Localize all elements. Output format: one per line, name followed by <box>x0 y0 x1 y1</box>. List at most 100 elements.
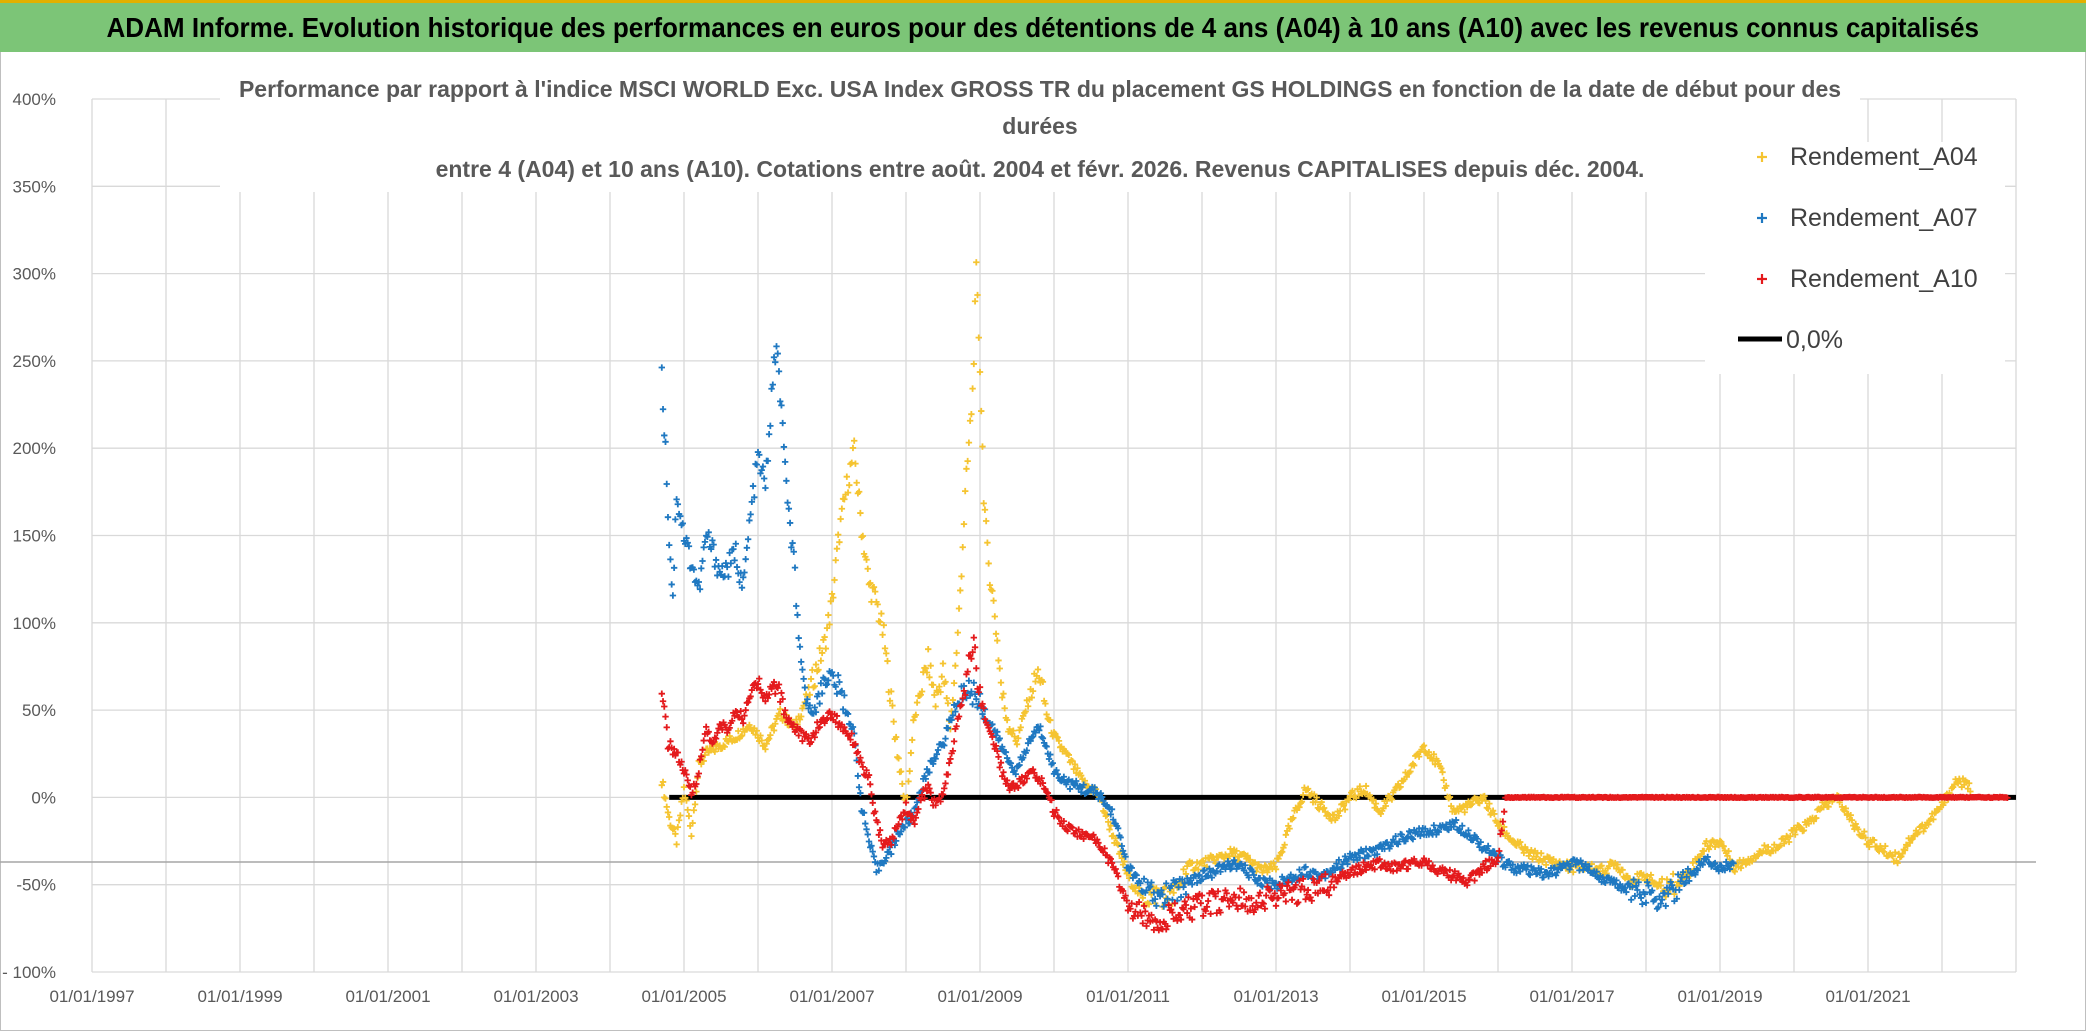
data-point <box>911 820 918 828</box>
data-point <box>700 737 707 744</box>
data-point <box>1307 894 1314 901</box>
data-point <box>980 500 987 507</box>
data-point <box>1282 831 1290 839</box>
data-point <box>1349 864 1356 871</box>
data-point <box>1637 894 1645 902</box>
data-point <box>1229 899 1237 906</box>
data-point <box>747 511 754 518</box>
data-point <box>1296 877 1303 884</box>
data-point <box>1298 798 1306 805</box>
data-point <box>1148 911 1155 919</box>
data-point <box>826 621 833 628</box>
data-point <box>1034 666 1042 673</box>
data-point <box>727 560 735 567</box>
data-point <box>818 649 826 657</box>
data-point <box>1283 882 1291 890</box>
data-point <box>874 819 881 826</box>
data-point <box>742 555 749 563</box>
data-point <box>1397 783 1404 791</box>
data-point <box>1081 777 1089 784</box>
data-point <box>757 732 764 739</box>
data-point <box>1137 879 1144 887</box>
data-point <box>690 566 698 573</box>
data-point <box>736 578 743 586</box>
data-point <box>899 816 906 823</box>
data-point <box>1517 838 1524 846</box>
data-point <box>805 734 812 742</box>
data-point <box>1208 874 1216 881</box>
data-point <box>844 710 852 718</box>
data-point <box>1065 751 1072 759</box>
data-point <box>1478 869 1486 876</box>
data-point <box>1275 894 1282 902</box>
data-point <box>1023 775 1031 782</box>
data-point <box>848 730 855 737</box>
data-point <box>816 645 823 652</box>
data-point <box>700 544 707 551</box>
data-point <box>1452 816 1460 824</box>
data-point <box>1261 905 1269 912</box>
data-point <box>1381 859 1388 866</box>
data-point <box>1012 770 1019 778</box>
data-point <box>673 841 680 848</box>
data-point <box>762 484 769 492</box>
data-point <box>1435 828 1442 836</box>
data-point <box>1446 793 1454 801</box>
data-point <box>830 594 837 601</box>
data-point <box>821 633 828 641</box>
data-point <box>1304 873 1312 881</box>
data-point <box>950 738 958 745</box>
data-point <box>1042 700 1049 707</box>
data-point <box>784 499 791 506</box>
data-point <box>780 711 788 718</box>
data-point <box>1477 838 1484 846</box>
legend-label: 0,0% <box>1786 326 1843 354</box>
data-point <box>1098 793 1106 801</box>
data-point <box>1324 887 1331 894</box>
data-point <box>841 724 848 731</box>
data-point <box>1417 832 1424 840</box>
data-point <box>756 451 763 459</box>
data-point <box>1179 876 1186 883</box>
data-point <box>899 780 906 788</box>
data-point <box>725 573 732 580</box>
data-point <box>897 812 905 820</box>
data-point <box>1362 782 1370 790</box>
data-point <box>992 742 1000 750</box>
data-point <box>1332 873 1339 881</box>
data-point <box>1202 907 1209 915</box>
data-point <box>981 706 989 713</box>
data-point <box>917 691 924 698</box>
data-point <box>1015 735 1022 742</box>
data-point <box>1064 750 1071 757</box>
data-point <box>1398 831 1405 838</box>
data-point <box>865 771 873 779</box>
data-point <box>684 539 691 546</box>
data-point <box>862 820 869 827</box>
data-point <box>765 691 773 698</box>
data-point <box>678 798 685 805</box>
data-point <box>1032 729 1039 736</box>
data-point <box>1187 905 1195 912</box>
data-point <box>1286 825 1293 832</box>
data-point <box>1206 865 1213 872</box>
data-point <box>1523 866 1530 873</box>
data-point <box>1295 899 1302 906</box>
data-point <box>1551 864 1558 871</box>
data-point <box>953 649 960 657</box>
data-point <box>1792 831 1799 838</box>
data-point <box>1266 887 1274 894</box>
data-point <box>1456 873 1463 881</box>
data-point <box>1165 901 1172 909</box>
data-point <box>990 597 997 604</box>
data-point <box>779 419 786 427</box>
data-point <box>674 749 682 756</box>
data-point <box>933 750 941 758</box>
data-point <box>1167 882 1175 890</box>
data-point <box>1657 900 1664 907</box>
data-point <box>913 809 921 816</box>
data-point <box>1137 909 1144 916</box>
data-point <box>1481 863 1488 870</box>
data-point <box>1176 911 1183 919</box>
data-point <box>1894 859 1901 867</box>
